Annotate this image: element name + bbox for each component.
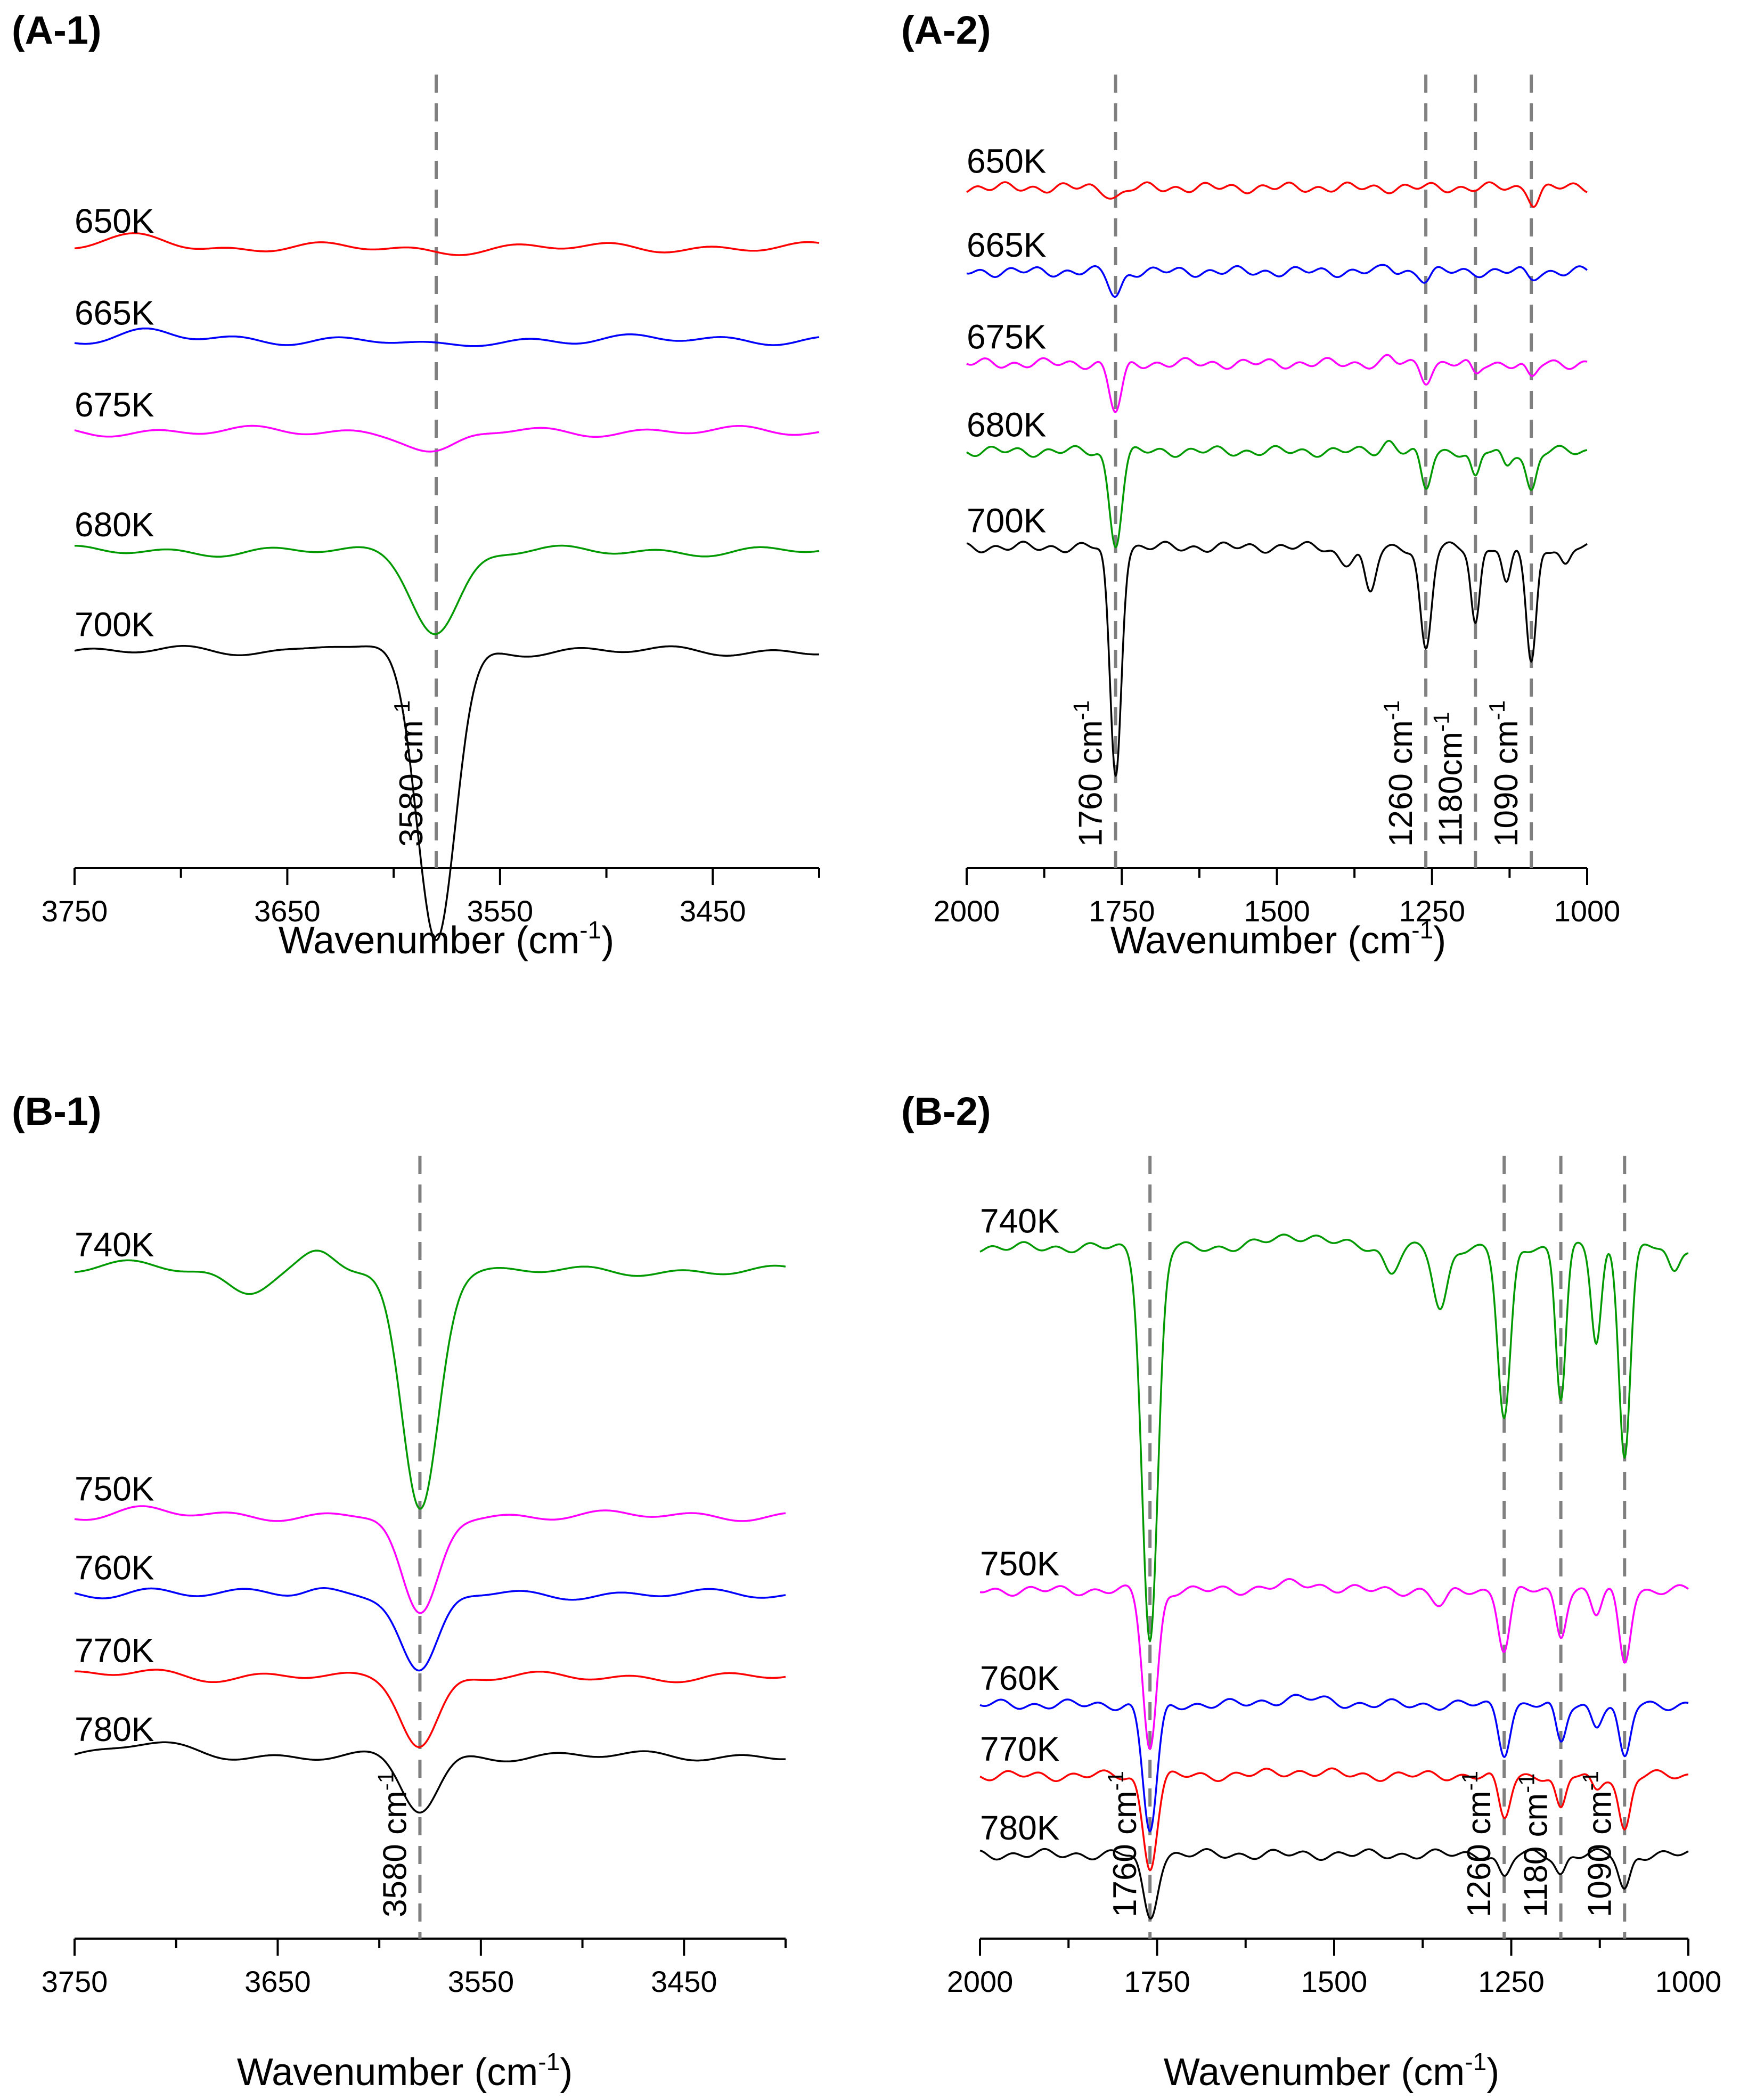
- x-tick-label: 1250: [1399, 894, 1465, 928]
- series-label: 680K: [75, 505, 154, 544]
- peak-annotation: 1180 cm-1: [1514, 1773, 1555, 1917]
- spectrum-line-770k: [979, 1767, 1689, 1872]
- series-label: 780K: [75, 1710, 154, 1748]
- series-label: 740K: [75, 1225, 154, 1264]
- x-tick-label: 1250: [1478, 1965, 1545, 1998]
- peak-annotation: 1090 cm-1: [1484, 700, 1525, 847]
- x-axis-title: Wavenumber (cm-1): [279, 916, 614, 962]
- spectrum-line-665k: [74, 327, 820, 347]
- x-tick-label: 1750: [1124, 1965, 1190, 1998]
- peak-annotation: 1760 cm-1: [1103, 1771, 1143, 1917]
- series-label: 665K: [75, 294, 154, 332]
- series-label: 700K: [75, 606, 154, 644]
- x-tick-label: 3650: [244, 1965, 311, 1998]
- spectrum-line-750k: [74, 1505, 786, 1614]
- x-tick-label: 3450: [680, 894, 746, 928]
- spectrum-line-650k: [966, 181, 1588, 208]
- spectrum-line-770k: [75, 1669, 786, 1748]
- x-axis-title: Wavenumber (cm-1): [237, 2048, 573, 2094]
- peak-annotation: 1260 cm-1: [1457, 1771, 1498, 1917]
- x-tick-label: 3750: [42, 1965, 108, 1998]
- panel-b2: (B-2) 2000 1750 1500 1250 1000 Wavenumber (cm…: [901, 1089, 1721, 2094]
- series-label: 780K: [980, 1809, 1059, 1847]
- spectrum-line-780k: [74, 1741, 786, 1814]
- x-tick-label: 3450: [651, 1965, 717, 1998]
- series-label: 770K: [75, 1631, 154, 1670]
- peak-annotation: 1180cm-1: [1428, 712, 1469, 847]
- series-label: 700K: [967, 502, 1046, 540]
- x-tick-label: 1500: [1244, 894, 1310, 928]
- spectrum-line-650k: [74, 232, 820, 256]
- x-tick-label: 1750: [1089, 894, 1155, 928]
- panel-b1: (B-1) 3750 3650 3550 3450 Wavenumber (cm-1) 7…: [12, 1089, 787, 2094]
- spectrum-line-780k: [979, 1848, 1689, 1920]
- x-axis-title: Wavenumber (cm-1): [1110, 916, 1446, 962]
- panel-label: (A-2): [901, 8, 991, 52]
- spectrum-line-760k: [74, 1587, 786, 1672]
- x-tick-label: 2000: [947, 1965, 1014, 1998]
- series-label: 760K: [980, 1659, 1059, 1697]
- panel-a2: (A-2) 2000 1750 1500 1250 1000 Wavenumber (cm…: [901, 8, 1620, 962]
- spectrum-line-740k: [74, 1249, 786, 1510]
- panel-label: (B-2): [901, 1089, 991, 1133]
- series-label: 650K: [75, 202, 154, 240]
- peak-annotation: 1090 cm-1: [1578, 1771, 1618, 1917]
- series-label: 665K: [967, 226, 1046, 264]
- spectrum-line-750k: [979, 1578, 1689, 1750]
- panel-a1: (A-1) 3750 3650 3550 3450 Wavenumber (cm-1) 6…: [12, 8, 820, 962]
- spectrum-line-680k: [966, 439, 1588, 549]
- series-label: 750K: [980, 1545, 1059, 1583]
- x-tick-label: 1000: [1554, 894, 1621, 928]
- x-tick-label: 3650: [254, 894, 321, 928]
- spectrum-line-675k: [74, 424, 820, 453]
- spectrum-line-700k: [966, 541, 1588, 777]
- panel-label: (A-1): [12, 8, 102, 52]
- peak-annotation: 3580 cm-1: [389, 700, 430, 847]
- series-label: 680K: [967, 406, 1046, 444]
- x-axis-title: Wavenumber (cm-1): [1164, 2048, 1499, 2094]
- spectrum-line-760k: [979, 1694, 1689, 1833]
- x-tick-label: 3550: [467, 894, 534, 928]
- x-tick-label: 1500: [1301, 1965, 1368, 1998]
- x-tick-label: 2000: [934, 894, 1000, 928]
- series-label: 760K: [75, 1549, 154, 1587]
- spectrum-line-700k: [74, 645, 820, 942]
- spectrum-line-665k: [966, 264, 1588, 298]
- series-label: 650K: [967, 142, 1046, 181]
- peak-annotation: 1760 cm-1: [1069, 700, 1109, 847]
- series-label: 770K: [980, 1730, 1059, 1768]
- series-label: 740K: [980, 1202, 1059, 1240]
- spectrum-line-680k: [75, 544, 820, 635]
- series-label: 675K: [967, 318, 1046, 356]
- spectrum-line-740k: [979, 1233, 1689, 1643]
- x-tick-label: 3550: [448, 1965, 514, 1998]
- spectrum-line-675k: [966, 354, 1588, 413]
- peak-annotation: 1260 cm-1: [1379, 700, 1419, 847]
- peak-annotation: 3580 cm-1: [373, 1771, 413, 1917]
- series-label: 675K: [75, 386, 154, 424]
- x-tick-label: 3750: [42, 894, 108, 928]
- x-tick-label: 1000: [1655, 1965, 1722, 1998]
- panel-label: (B-1): [12, 1089, 102, 1133]
- series-label: 750K: [75, 1470, 154, 1508]
